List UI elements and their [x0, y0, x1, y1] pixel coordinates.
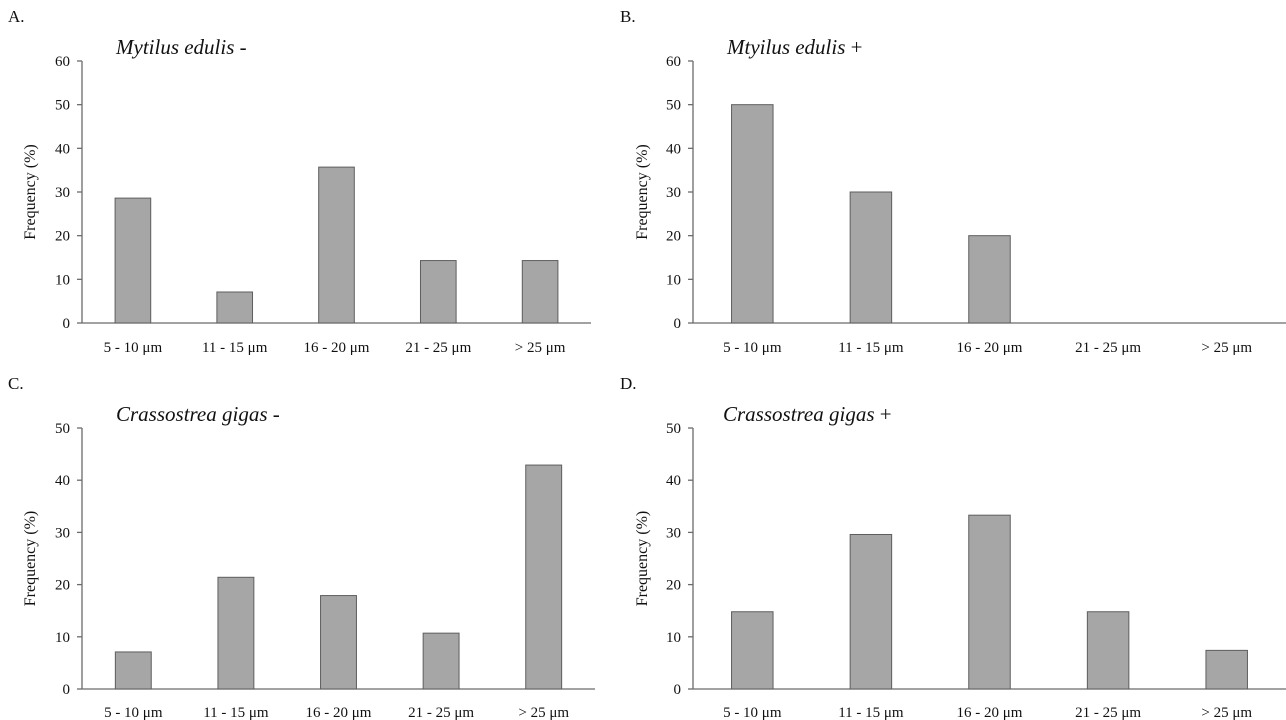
y-axis-title: Frequency (%) — [22, 144, 39, 240]
y-tick-label: 40 — [666, 141, 681, 157]
x-category-label: 16 - 20 μm — [957, 705, 1023, 720]
x-category-label: > 25 μm — [515, 340, 566, 356]
bar — [521, 260, 559, 324]
x-category-label: 5 - 10 μm — [104, 340, 163, 356]
chart-title-species: Mytilus edulis — [115, 35, 234, 59]
y-tick-label: 0 — [63, 316, 71, 332]
y-tick-label: 10 — [666, 272, 681, 288]
y-tick-label: 20 — [55, 229, 70, 245]
chart-title-species: Crassostrea gigas — [723, 402, 875, 426]
y-axis-title: Frequency (%) — [634, 144, 651, 240]
y-tick-label: 40 — [55, 473, 70, 489]
bar — [525, 464, 563, 690]
y-tick-label: 0 — [674, 316, 682, 332]
y-axis-title: Frequency (%) — [634, 511, 651, 607]
bar — [419, 260, 457, 324]
bar — [318, 166, 355, 324]
x-category-label: 11 - 15 μm — [838, 340, 904, 356]
bar — [320, 595, 357, 690]
bar — [114, 197, 152, 324]
x-category-label: 21 - 25 μm — [405, 340, 471, 356]
chart-title-suffix: + — [845, 35, 862, 59]
y-tick-label: 10 — [55, 272, 70, 288]
y-tick-label: 40 — [666, 473, 681, 489]
x-category-label: 21 - 25 μm — [1075, 340, 1141, 356]
y-tick-label: 10 — [55, 630, 70, 646]
panel-label: D. — [620, 374, 637, 393]
y-tick-label: 20 — [55, 578, 70, 594]
y-tick-label: 50 — [666, 98, 681, 114]
y-tick-label: 30 — [666, 525, 681, 541]
bar — [849, 191, 893, 324]
bar — [849, 533, 893, 690]
chart-panel-b: B.Mtyilus edulis +0102030405060Frequency… — [620, 7, 1286, 356]
y-tick-label: 50 — [666, 421, 681, 437]
y-tick-label: 50 — [55, 98, 70, 114]
y-tick-label: 10 — [666, 630, 681, 646]
x-category-label: 16 - 20 μm — [306, 705, 372, 720]
chart-title: Mtyilus edulis + — [726, 35, 863, 59]
bar — [422, 632, 460, 690]
x-category-label: 5 - 10 μm — [723, 340, 782, 356]
bar — [731, 104, 774, 324]
chart-title: Crassostrea gigas - — [116, 402, 280, 426]
x-category-label: 16 - 20 μm — [957, 340, 1023, 356]
y-tick-label: 30 — [55, 525, 70, 541]
y-tick-label: 20 — [666, 229, 681, 245]
panel-label: C. — [8, 374, 24, 393]
y-axis-title: Frequency (%) — [22, 511, 39, 607]
bar — [217, 576, 255, 690]
y-tick-label: 30 — [666, 185, 681, 201]
chart-panel-a: A. Mytilus edulis - 0 10 20 30 40 50 60 Frequency… — [8, 7, 591, 356]
panel-label: B. — [620, 7, 636, 26]
y-tick-label: 0 — [674, 682, 682, 698]
y-tick-label: 60 — [666, 54, 681, 70]
bar — [968, 235, 1011, 324]
x-category-label: > 25 μm — [518, 705, 569, 720]
panel-label: A. — [8, 7, 25, 26]
x-category-label: 11 - 15 μm — [203, 705, 269, 720]
x-category-label: > 25 μm — [1201, 340, 1252, 356]
bar — [1205, 649, 1248, 690]
chart-title: Mytilus edulis - — [115, 35, 247, 59]
x-category-label: 5 - 10 μm — [723, 705, 782, 720]
x-category-label: > 25 μm — [1201, 705, 1252, 720]
chart-panel-d: D.Crassostrea gigas +01020304050Frequenc… — [620, 374, 1286, 720]
y-tick-label: 50 — [55, 421, 70, 437]
x-category-label: 11 - 15 μm — [202, 340, 268, 356]
x-category-label: 16 - 20 μm — [304, 340, 370, 356]
chart-title-suffix: - — [234, 35, 246, 59]
bar — [114, 651, 152, 690]
y-tick-label: 20 — [666, 578, 681, 594]
bar — [216, 291, 254, 324]
y-tick-label: 30 — [55, 185, 70, 201]
bar — [1086, 611, 1130, 690]
chart-title: Crassostrea gigas + — [723, 402, 892, 426]
chart-title-suffix: + — [875, 402, 892, 426]
chart-title-suffix: - — [268, 402, 280, 426]
bar — [731, 611, 774, 690]
y-tick-label: 60 — [55, 54, 70, 70]
x-category-label: 5 - 10 μm — [104, 705, 163, 720]
y-tick-label: 0 — [63, 682, 71, 698]
chart-panel-c: C. Crassostrea gigas - 0 10 20 30 40 50 Frequenc… — [8, 374, 595, 720]
x-category-label: 21 - 25 μm — [1075, 705, 1141, 720]
chart-title-species: Crassostrea gigas — [116, 402, 268, 426]
chart-title-species: Mtyilus edulis — [726, 35, 845, 59]
y-tick-label: 40 — [55, 141, 70, 157]
bar — [968, 514, 1011, 690]
x-category-label: 11 - 15 μm — [838, 705, 904, 720]
x-category-label: 21 - 25 μm — [408, 705, 474, 720]
